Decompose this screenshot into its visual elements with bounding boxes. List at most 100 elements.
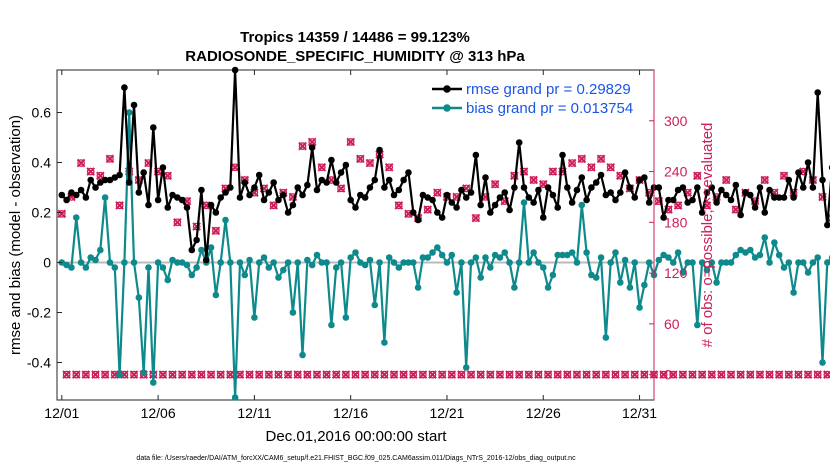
bias-point — [106, 259, 114, 266]
bias-point — [395, 264, 403, 271]
rmse-point — [246, 191, 253, 199]
rmse-point — [573, 186, 581, 194]
obs-possible-point — [216, 370, 225, 379]
obs-possible-point — [115, 201, 124, 210]
bias-point — [511, 284, 518, 291]
rmse-point — [597, 171, 605, 179]
obs-evaluated-point — [360, 370, 370, 379]
bias-point — [227, 259, 234, 266]
rmse-point — [178, 196, 186, 204]
rmse-point — [761, 209, 769, 216]
bias-point — [679, 269, 687, 276]
obs-possible-point — [394, 201, 403, 210]
rmse-point — [727, 196, 735, 204]
obs-evaluated-stroke — [524, 370, 534, 379]
obs-possible-point — [101, 370, 109, 379]
obs-evaluated-stroke — [110, 370, 120, 379]
bias-point — [477, 274, 484, 281]
obs-evaluated-stroke — [765, 370, 774, 379]
rmse-point — [251, 184, 258, 191]
rmse-point — [751, 204, 759, 211]
bias-point — [592, 274, 600, 281]
bias-point — [525, 259, 533, 266]
rmse-point — [665, 196, 672, 204]
bias-point — [337, 259, 345, 266]
obs-evaluated-stroke — [620, 370, 630, 379]
obs-evaluated-point — [577, 154, 587, 164]
rmse-point — [270, 179, 277, 186]
x-tick-label: 12/11 — [237, 405, 271, 421]
obs-evaluated-point — [399, 370, 408, 379]
obs-possible-point — [553, 370, 562, 379]
rmse-point — [443, 191, 451, 199]
rmse-point — [799, 184, 807, 191]
rmse-point — [780, 194, 788, 201]
obs-possible-point — [630, 370, 639, 379]
obs-possible-point — [568, 159, 577, 167]
obs-evaluated-stroke — [433, 188, 442, 197]
rmse-point — [236, 194, 244, 201]
bias-point — [708, 259, 716, 266]
y-tick-label-right: 0 — [664, 367, 672, 383]
bias-point — [246, 256, 253, 264]
obs-evaluated-stroke — [476, 370, 485, 379]
bias-point — [308, 261, 316, 269]
bias-point — [506, 259, 513, 266]
obs-possible-point — [659, 370, 668, 379]
obs-evaluated-point — [760, 175, 770, 185]
obs-evaluated-stroke — [736, 370, 745, 379]
obs-possible-point — [96, 171, 105, 180]
obs-evaluated-stroke — [534, 370, 543, 379]
bias-point — [347, 254, 354, 261]
rmse-point — [381, 184, 388, 191]
rmse-point — [568, 199, 576, 206]
rmse-point — [771, 194, 778, 201]
obs-possible-point — [597, 154, 605, 163]
obs-possible-point — [423, 205, 432, 214]
bias-point — [72, 214, 80, 221]
obs-possible-point — [674, 201, 682, 210]
rmse-point — [535, 186, 542, 194]
obs-evaluated-stroke — [490, 179, 500, 189]
y-tick-label-left: 0.6 — [32, 105, 52, 121]
obs-evaluated-point — [587, 163, 596, 172]
rmse-point — [414, 216, 422, 224]
obs-possible-point — [342, 370, 350, 379]
rmse-point — [77, 186, 85, 194]
obs-possible-point — [361, 370, 369, 379]
obs-evaluated-stroke — [659, 370, 668, 379]
obs-evaluated-stroke — [365, 158, 375, 168]
obs-evaluated-point — [606, 163, 615, 172]
bias-point — [429, 249, 436, 256]
obs-evaluated-stroke — [360, 370, 370, 379]
bias-point — [544, 284, 552, 291]
bias-point — [342, 314, 350, 321]
obs-evaluated-stroke — [216, 370, 226, 379]
rmse-point — [222, 189, 229, 196]
obs-evaluated-stroke — [596, 154, 606, 164]
bias-point — [174, 259, 181, 266]
obs-possible-point — [760, 176, 769, 184]
obs-evaluated-point — [177, 370, 187, 379]
rmse-point — [154, 196, 162, 204]
bias-point — [674, 249, 682, 256]
obs-possible-point — [587, 163, 596, 172]
rmse-point — [487, 209, 494, 216]
bias-point — [713, 279, 720, 286]
obs-evaluated-stroke — [245, 370, 254, 379]
rmse-point — [453, 204, 460, 211]
rmse-point — [304, 181, 311, 189]
obs-possible-point — [813, 370, 822, 379]
obs-evaluated-stroke — [81, 370, 91, 379]
obs-evaluated-stroke — [317, 163, 327, 172]
obs-possible-point — [433, 188, 442, 197]
rmse-point — [352, 204, 359, 211]
bias-point — [419, 254, 427, 261]
bias-point — [530, 249, 537, 256]
bias-point — [824, 259, 830, 266]
obs-evaluated-stroke — [457, 370, 466, 379]
bias-point — [804, 269, 812, 276]
rmse-point — [101, 176, 109, 184]
obs-evaluated-stroke — [707, 370, 717, 379]
obs-evaluated-point — [721, 175, 731, 185]
